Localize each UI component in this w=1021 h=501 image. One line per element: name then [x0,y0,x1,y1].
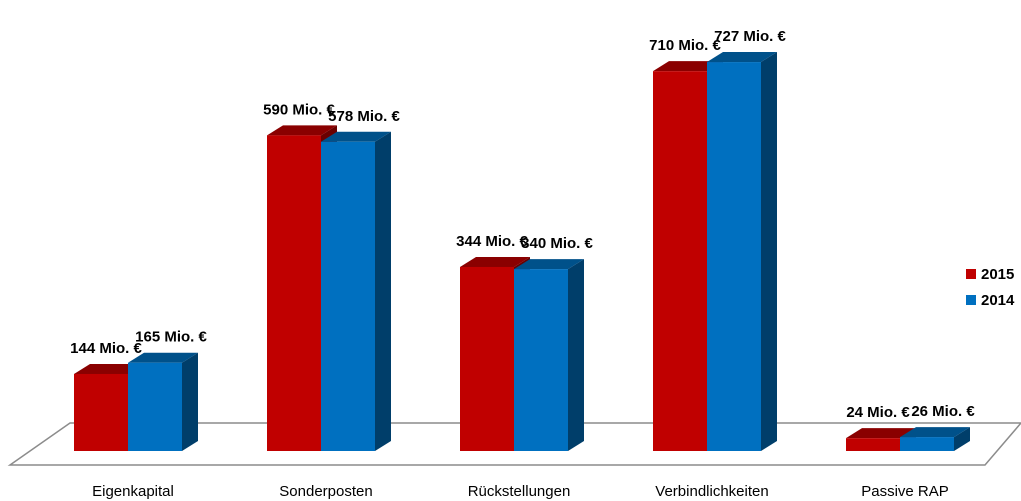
bar-front-2014-1 [321,141,375,451]
legend-item-series-2: 2014 [966,287,1014,313]
bar-side-2014-4 [954,427,970,451]
legend-item-series-1: 2015 [966,261,1014,287]
data-label-2015-0: 144 Mio. € [70,340,142,357]
bar-side-2014-3 [761,52,777,452]
data-label-2014-4: 26 Mio. € [911,403,975,420]
bar-2014-2 [514,259,584,451]
legend-swatch-series-1 [966,269,976,279]
data-label-2014-3: 727 Mio. € [714,28,786,45]
bar-top-2015-4 [846,428,916,439]
data-label-2014-1: 578 Mio. € [328,108,400,125]
legend-label-series-2: 2014 [981,291,1015,309]
bar-side-2014-2 [568,259,584,451]
bar-side-2014-1 [375,131,391,451]
bar-front-2014-4 [900,437,954,451]
bar-2014-1 [321,131,391,451]
category-label-0: Eigenkapital [92,483,174,500]
bar-top-2015-1 [267,125,337,136]
category-label-4: Passive RAP [861,483,949,500]
bar-2014-3 [707,52,777,452]
category-label-3: Verbindlichkeiten [655,483,768,500]
bar-2014-0 [128,352,198,451]
legend-label-series-1: 2015 [981,265,1015,283]
bar-front-2015-4 [846,438,900,451]
data-label-2014-0: 165 Mio. € [135,329,207,346]
legend-swatch-series-2 [966,295,976,305]
bar-top-2015-3 [653,61,723,72]
bar-2014-4 [900,427,970,451]
data-label-2015-4: 24 Mio. € [846,404,910,421]
bar-top-2014-4 [900,427,970,438]
bar-side-2014-0 [182,352,198,451]
bar-front-2014-2 [514,269,568,451]
legend: 2015 2014 [966,261,1014,313]
bar-top-2014-1 [321,131,391,142]
data-label-2015-1: 590 Mio. € [263,101,335,118]
bar-front-2015-2 [460,266,514,451]
bar-front-2015-0 [74,373,128,451]
bar-front-2014-0 [128,362,182,451]
data-label-2015-3: 710 Mio. € [649,37,721,54]
data-label-2014-2: 340 Mio. € [521,235,593,252]
bar-front-2015-1 [267,135,321,451]
bar-top-2015-2 [460,256,530,267]
bar-top-2014-0 [128,352,198,363]
bar-top-2014-3 [707,52,777,63]
bar-top-2015-0 [74,363,144,374]
bar-front-2014-3 [707,62,761,452]
data-label-2015-2: 344 Mio. € [456,233,528,250]
bar-top-2014-2 [514,259,584,270]
category-label-2: Rückstellungen [468,483,571,500]
category-label-1: Sonderposten [279,483,372,500]
bar-front-2015-3 [653,71,707,452]
